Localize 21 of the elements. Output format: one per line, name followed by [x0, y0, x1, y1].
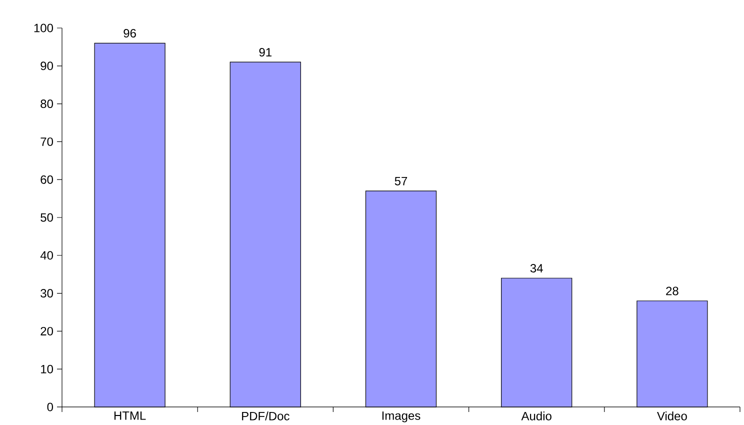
y-tick-label: 70 [40, 137, 54, 146]
y-tick-label: 0 [47, 402, 54, 412]
x-tick-label: Images [382, 412, 420, 422]
y-tick-label: 10 [41, 364, 54, 374]
x-tick-label: PDF/Doc [242, 412, 290, 420]
data-label: 57 [394, 176, 408, 186]
y-tick-label: 50 [40, 213, 54, 222]
data-label: 96 [124, 29, 136, 38]
data-label: 34 [530, 264, 543, 272]
y-tick-label: 100 [34, 24, 54, 32]
x-tick-label: Audio [521, 412, 552, 420]
y-tick-label: 20 [40, 326, 54, 336]
data-label: 28 [666, 286, 678, 296]
y-tick-label: 40 [40, 251, 54, 260]
y-tick-label: 80 [40, 100, 54, 108]
y-tick-label: 30 [40, 289, 54, 298]
x-tick-label: HTML [114, 412, 146, 420]
y-tick-label: 60 [40, 175, 54, 184]
data-label: 91 [259, 48, 272, 56]
y-tick-label: 90 [40, 62, 54, 70]
x-tick-label: Video [657, 412, 687, 420]
